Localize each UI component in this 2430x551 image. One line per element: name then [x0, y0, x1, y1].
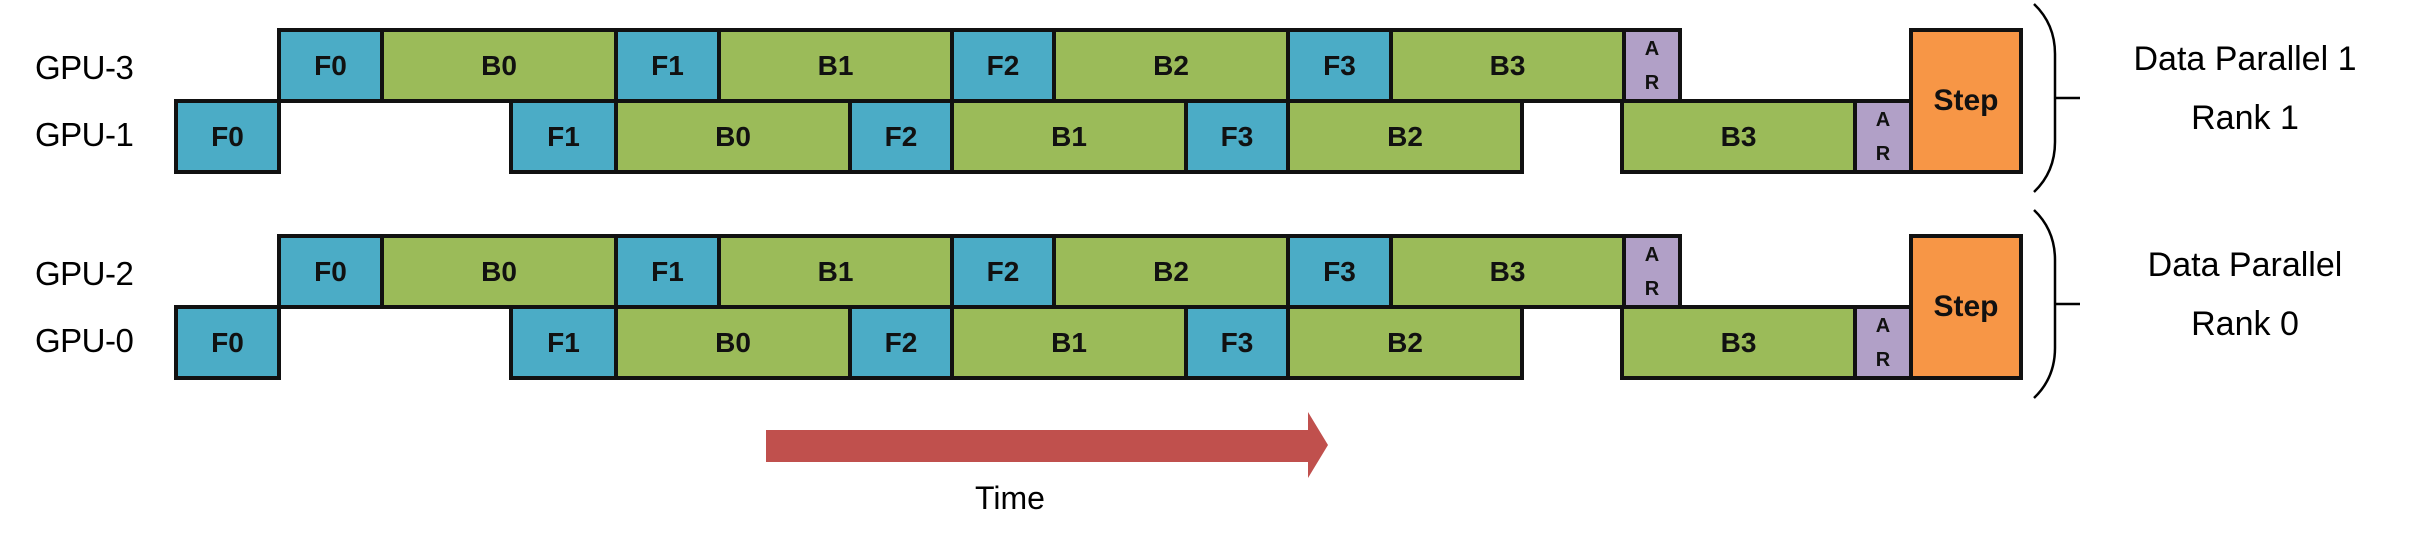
- gpu-label-gpu-1: GPU-1: [35, 115, 134, 153]
- backward-block-b0-gpu-2: B0: [380, 234, 618, 309]
- forward-block-f1-gpu-3: F1: [614, 28, 721, 103]
- allreduce-block-ar-gpu-0: A R: [1853, 305, 1913, 380]
- backward-block-b3-gpu-3: B3: [1389, 28, 1626, 103]
- forward-block-f3-gpu-1: F3: [1184, 99, 1290, 174]
- backward-block-b3-gpu-0: B3: [1620, 305, 1857, 380]
- backward-block-b2-gpu-2: B2: [1052, 234, 1290, 309]
- step-block-group-0: Step: [1909, 28, 2023, 174]
- brace-icon-group-1: [2033, 209, 2080, 399]
- gpu-label-gpu-2: GPU-2: [35, 254, 134, 292]
- forward-block-f2-gpu-1: F2: [848, 99, 954, 174]
- allreduce-block-ar-gpu-1: A R: [1853, 99, 1913, 174]
- forward-block-f3-gpu-2: F3: [1286, 234, 1393, 309]
- brace-icon-group-0: [2033, 3, 2080, 193]
- backward-block-b3-gpu-2: B3: [1389, 234, 1626, 309]
- forward-block-f0-gpu-1: F0: [174, 99, 281, 174]
- allreduce-block-ar-gpu-3: A R: [1622, 28, 1682, 103]
- forward-block-f2-gpu-3: F2: [950, 28, 1056, 103]
- forward-block-f1-gpu-0: F1: [509, 305, 618, 380]
- forward-block-f2-gpu-0: F2: [848, 305, 954, 380]
- gpu-label-gpu-3: GPU-3: [35, 48, 134, 86]
- forward-block-f3-gpu-0: F3: [1184, 305, 1290, 380]
- backward-block-b1-gpu-2: B1: [717, 234, 954, 309]
- dp-label-line1: Data Parallel: [2147, 246, 2343, 284]
- backward-block-b3-gpu-1: B3: [1620, 99, 1857, 174]
- backward-block-b2-gpu-0: B2: [1286, 305, 1524, 380]
- backward-block-b0-gpu-1: B0: [614, 99, 852, 174]
- backward-block-b0-gpu-3: B0: [380, 28, 618, 103]
- backward-block-b1-gpu-1: B1: [950, 99, 1188, 174]
- forward-block-f0-gpu-2: F0: [277, 234, 384, 309]
- forward-block-f0-gpu-0: F0: [174, 305, 281, 380]
- gpu-label-gpu-0: GPU-0: [35, 321, 134, 359]
- allreduce-block-ar-gpu-2: A R: [1622, 234, 1682, 309]
- backward-block-b0-gpu-0: B0: [614, 305, 852, 380]
- step-block-group-1: Step: [1909, 234, 2023, 380]
- backward-block-b1-gpu-3: B1: [717, 28, 954, 103]
- forward-block-f1-gpu-2: F1: [614, 234, 721, 309]
- dp-label-line2: Rank 0: [2191, 305, 2299, 343]
- forward-block-f0-gpu-3: F0: [277, 28, 384, 103]
- data-parallel-label-group-1: Data Parallel Rank 0: [2115, 236, 2375, 354]
- backward-block-b2-gpu-3: B2: [1052, 28, 1290, 103]
- backward-block-b2-gpu-1: B2: [1286, 99, 1524, 174]
- forward-block-f3-gpu-3: F3: [1286, 28, 1393, 103]
- time-arrow: [766, 412, 1328, 478]
- dp-label-line2: Rank 1: [2191, 99, 2299, 137]
- forward-block-f1-gpu-1: F1: [509, 99, 618, 174]
- time-label: Time: [975, 480, 1045, 516]
- backward-block-b1-gpu-0: B1: [950, 305, 1188, 380]
- forward-block-f2-gpu-2: F2: [950, 234, 1056, 309]
- dp-label-line1: Data Parallel 1: [2133, 40, 2357, 78]
- data-parallel-label-group-0: Data Parallel 1 Rank 1: [2115, 30, 2375, 148]
